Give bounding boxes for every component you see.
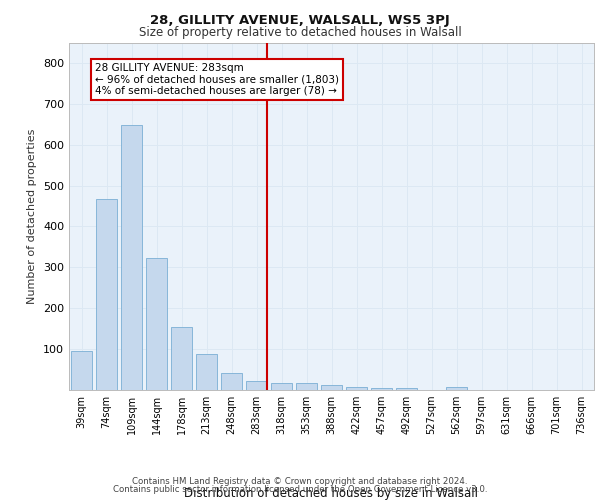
Bar <box>71 351 92 390</box>
Y-axis label: Number of detached properties: Number of detached properties <box>28 128 37 304</box>
Bar <box>221 373 242 390</box>
Bar <box>396 388 417 390</box>
Bar <box>296 382 317 390</box>
Text: Contains HM Land Registry data © Crown copyright and database right 2024.: Contains HM Land Registry data © Crown c… <box>132 477 468 486</box>
X-axis label: Distribution of detached houses by size in Walsall: Distribution of detached houses by size … <box>185 487 479 500</box>
Bar <box>371 388 392 390</box>
Text: Size of property relative to detached houses in Walsall: Size of property relative to detached ho… <box>139 26 461 39</box>
Bar <box>321 385 342 390</box>
Bar <box>271 382 292 390</box>
Text: Contains public sector information licensed under the Open Government Licence v3: Contains public sector information licen… <box>113 484 487 494</box>
Bar <box>171 326 192 390</box>
Text: 28 GILLITY AVENUE: 283sqm
← 96% of detached houses are smaller (1,803)
4% of sem: 28 GILLITY AVENUE: 283sqm ← 96% of detac… <box>95 63 339 96</box>
Bar <box>446 387 467 390</box>
Bar <box>121 125 142 390</box>
Bar <box>246 381 267 390</box>
Bar <box>196 354 217 390</box>
Bar <box>346 386 367 390</box>
Text: 28, GILLITY AVENUE, WALSALL, WS5 3PJ: 28, GILLITY AVENUE, WALSALL, WS5 3PJ <box>150 14 450 27</box>
Bar <box>146 258 167 390</box>
Bar <box>96 198 117 390</box>
